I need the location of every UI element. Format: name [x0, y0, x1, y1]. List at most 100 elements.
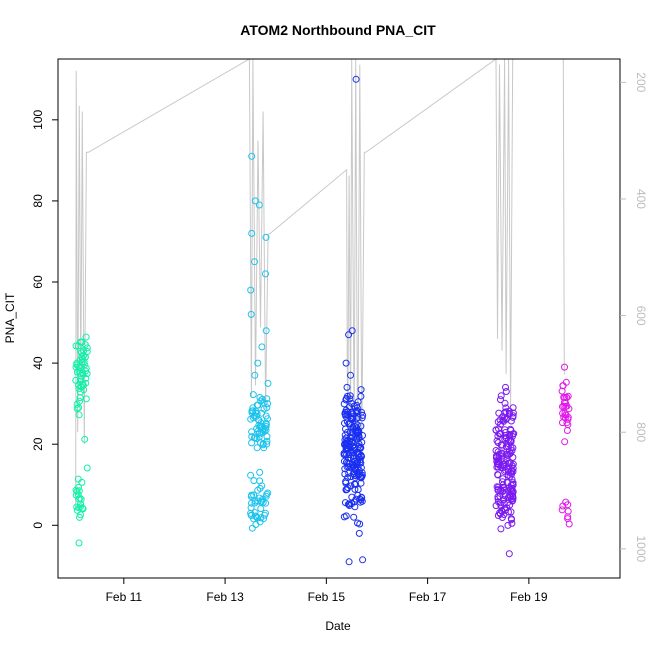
data-point: [342, 434, 350, 442]
data-point: [354, 486, 362, 493]
data-point: [253, 435, 261, 443]
data-point: [352, 427, 360, 434]
data-point: [509, 432, 516, 440]
data-point: [253, 425, 261, 433]
data-point: [250, 412, 258, 420]
data-point: [342, 359, 350, 367]
data-point: [340, 513, 348, 521]
data-point: [82, 333, 90, 341]
data-point: [342, 478, 350, 485]
data-point: [509, 412, 517, 420]
data-point: [247, 471, 255, 479]
data-point: [257, 419, 265, 427]
data-point: [248, 524, 256, 532]
y-tick-label: 40: [31, 356, 45, 370]
data-point: [562, 498, 570, 506]
data-point: [347, 447, 355, 454]
data-point: [254, 497, 262, 505]
data-point: [347, 454, 355, 462]
data-point: [563, 394, 571, 402]
data-point: [345, 331, 353, 339]
data-point: [262, 233, 270, 241]
data-point: [79, 381, 87, 389]
data-point: [345, 469, 353, 477]
data-point: [260, 444, 268, 452]
data-point: [356, 443, 364, 451]
data-point: [350, 513, 358, 521]
data-point: [493, 437, 501, 445]
data-point: [507, 515, 515, 523]
data-point: [504, 521, 512, 529]
data-point: [495, 456, 503, 464]
data-point: [248, 491, 256, 499]
data-point: [494, 418, 502, 426]
data-point: [340, 449, 348, 457]
data-point: [351, 471, 359, 479]
data-point: [495, 409, 503, 417]
x-tick-label: Feb 17: [409, 590, 447, 604]
data-point: [499, 461, 507, 469]
x-tick-label: Feb 15: [308, 590, 346, 604]
data-point: [561, 394, 569, 402]
data-point: [357, 392, 365, 400]
data-point: [255, 201, 263, 209]
data-point: [82, 395, 90, 403]
data-point: [497, 396, 504, 404]
data-point: [564, 392, 572, 400]
data-point: [353, 407, 361, 415]
data-point: [509, 460, 517, 468]
data-point: [358, 408, 365, 416]
data-point: [74, 491, 82, 499]
data-point: [351, 485, 359, 493]
data-point: [502, 408, 510, 416]
data-point: [509, 488, 517, 496]
data-point: [505, 550, 513, 558]
data-point: [357, 459, 365, 467]
data-point: [259, 495, 267, 503]
data-point: [80, 351, 88, 359]
data-point: [359, 556, 367, 564]
data-point: [264, 400, 271, 408]
data-point: [509, 409, 517, 417]
y2-tick-label: 400: [634, 189, 648, 209]
data-point: [559, 382, 567, 390]
data-point: [264, 415, 271, 423]
data-point: [354, 408, 362, 415]
data-point: [343, 383, 351, 391]
data-point: [341, 411, 349, 419]
data-point: [73, 405, 81, 412]
y-tick-label: 80: [31, 194, 45, 208]
data-point: [264, 379, 272, 387]
data-point: [249, 391, 257, 399]
data-point: [250, 491, 258, 499]
data-point: [251, 258, 258, 266]
data-point: [505, 436, 512, 444]
data-point: [492, 502, 500, 510]
data-point: [76, 388, 84, 396]
data-point: [500, 484, 508, 492]
data-point: [75, 367, 83, 375]
y2-tick-label: 200: [634, 72, 648, 92]
data-point: [260, 405, 268, 413]
data-point: [346, 500, 353, 508]
data-point: [506, 447, 513, 455]
data-point: [358, 438, 366, 446]
data-point: [258, 395, 266, 403]
data-point: [559, 409, 567, 417]
data-point: [502, 388, 510, 395]
data-point: [497, 429, 504, 437]
data-point: [346, 420, 354, 428]
data-point: [563, 427, 571, 434]
data-point: [248, 152, 256, 160]
data-point: [507, 444, 515, 452]
data-point: [353, 430, 361, 438]
data-point: [564, 413, 572, 421]
data-point: [351, 457, 359, 465]
data-point: [494, 493, 502, 501]
data-point: [502, 459, 509, 467]
data-point: [506, 425, 514, 433]
data-point: [497, 525, 505, 533]
data-point: [506, 501, 514, 509]
data-point: [78, 338, 86, 346]
